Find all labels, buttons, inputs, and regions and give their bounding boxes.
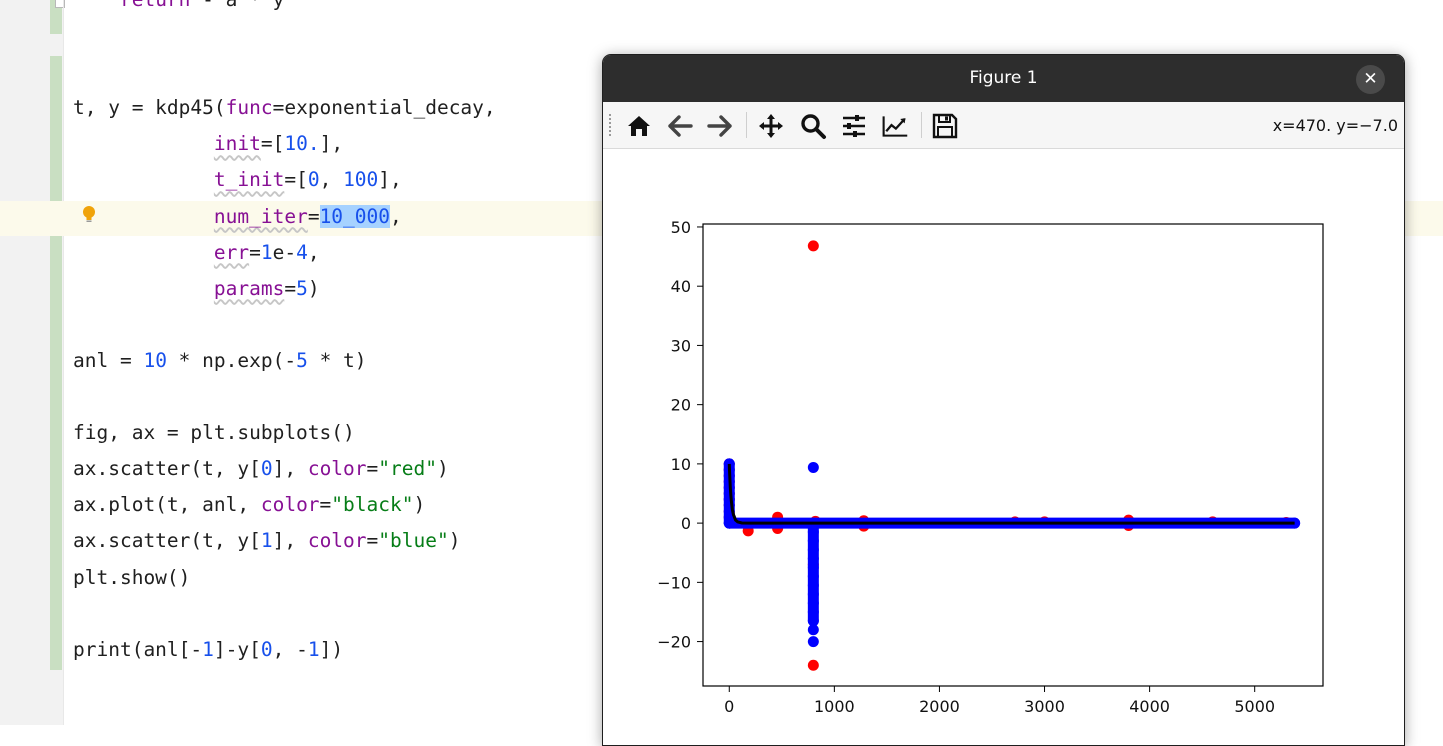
- analytic-line: [727, 463, 1295, 525]
- forward-arrow-icon[interactable]: [706, 112, 734, 140]
- blue-scatter-point: [807, 636, 819, 648]
- x-tick-label: 4000: [1129, 697, 1170, 716]
- code-line[interactable]: err=1e-4,: [213, 240, 320, 264]
- blue-scatter-point: [807, 624, 819, 636]
- code-line[interactable]: ​: [73, 596, 496, 632]
- code-line[interactable]: ax.scatter(t, y[1], color="blue"): [73, 529, 461, 553]
- code-line[interactable]: anl = 10 * np.exp(-5 * t): [73, 348, 367, 372]
- code-line[interactable]: print(anl[-1]-y[0, -1]): [73, 637, 344, 661]
- back-arrow-icon[interactable]: [666, 112, 694, 140]
- y-tick-label: 30: [671, 336, 691, 355]
- plot-canvas[interactable]: 0 1000 2000 3000 4000 5000 −20 −10 0 10 20 30 40 50: [603, 149, 1404, 745]
- red-scatter-point: [807, 659, 819, 671]
- y-tick-label: 40: [671, 277, 691, 296]
- code-line[interactable]: ​: [73, 307, 496, 343]
- code-line[interactable]: ​: [73, 54, 496, 90]
- code-line[interactable]: ​: [73, 18, 496, 54]
- figure-window[interactable]: Figure 1 ✕: [602, 54, 1405, 746]
- toolbar-separator: [746, 112, 747, 138]
- fold-icon[interactable]: [55, 0, 65, 8]
- lightbulb-icon[interactable]: [82, 205, 96, 227]
- x-tick-label: 0: [724, 697, 734, 716]
- y-tick-label: 50: [671, 218, 691, 237]
- window-title: Figure 1: [969, 68, 1038, 88]
- x-tick-label: 1000: [814, 697, 855, 716]
- cursor-coordinate-readout: x=470. y=−7.0: [1272, 116, 1398, 135]
- code-line[interactable]: ​: [73, 379, 496, 415]
- y-tick-label: 10: [671, 455, 691, 474]
- code-line[interactable]: params=5): [213, 276, 320, 300]
- home-icon[interactable]: [625, 112, 653, 140]
- vcs-change-marker: [50, 0, 62, 34]
- x-tick-label: 2000: [919, 697, 960, 716]
- window-titlebar[interactable]: Figure 1 ✕: [603, 55, 1404, 102]
- gutter-divider: [63, 0, 64, 725]
- y-tick-label: −10: [657, 573, 691, 592]
- blue-scatter-point: [807, 461, 819, 473]
- toolbar-separator: [921, 112, 922, 138]
- save-floppy-icon[interactable]: [931, 112, 959, 140]
- code-line[interactable]: t_init=[0, 100],: [213, 168, 402, 192]
- vcs-change-bar: [50, 0, 63, 725]
- axes-frame: [702, 223, 1324, 687]
- code-line[interactable]: num_iter=10_000,: [213, 204, 402, 228]
- pan-move-icon[interactable]: [757, 112, 785, 140]
- y-tick-label: −20: [657, 633, 691, 652]
- subplots-config-icon[interactable]: [840, 112, 868, 140]
- code-line[interactable]: init=[10.],: [213, 132, 344, 156]
- edit-axis-icon[interactable]: [881, 112, 909, 140]
- x-tick-label: 3000: [1024, 697, 1065, 716]
- code-line[interactable]: fig, ax = plt.subplots(): [73, 421, 355, 445]
- line-number-gutter: [0, 0, 50, 725]
- x-tick-label: 5000: [1234, 697, 1275, 716]
- code-line[interactable]: ax.plot(t, anl, color="black"): [73, 493, 426, 517]
- zoom-magnifier-icon[interactable]: [799, 112, 827, 140]
- toolbar-grip-handle[interactable]: [609, 114, 614, 136]
- y-tick-label: 0: [681, 514, 691, 533]
- code-line[interactable]: plt.show(): [73, 565, 191, 589]
- code-line[interactable]: return - a * y: [73, 0, 496, 18]
- code-editor[interactable]: return - a * y​​t, y = kdp45(func=expone…: [73, 0, 496, 668]
- code-line[interactable]: t, y = kdp45(func=exponential_decay,: [73, 96, 496, 120]
- red-scatter-point: [807, 240, 819, 252]
- code-line[interactable]: ax.scatter(t, y[0], color="red"): [73, 457, 449, 481]
- close-button[interactable]: ✕: [1356, 65, 1385, 94]
- y-tick-label: 20: [671, 396, 691, 415]
- navigation-toolbar: x=470. y=−7.0: [603, 102, 1404, 149]
- vcs-change-marker: [50, 56, 62, 670]
